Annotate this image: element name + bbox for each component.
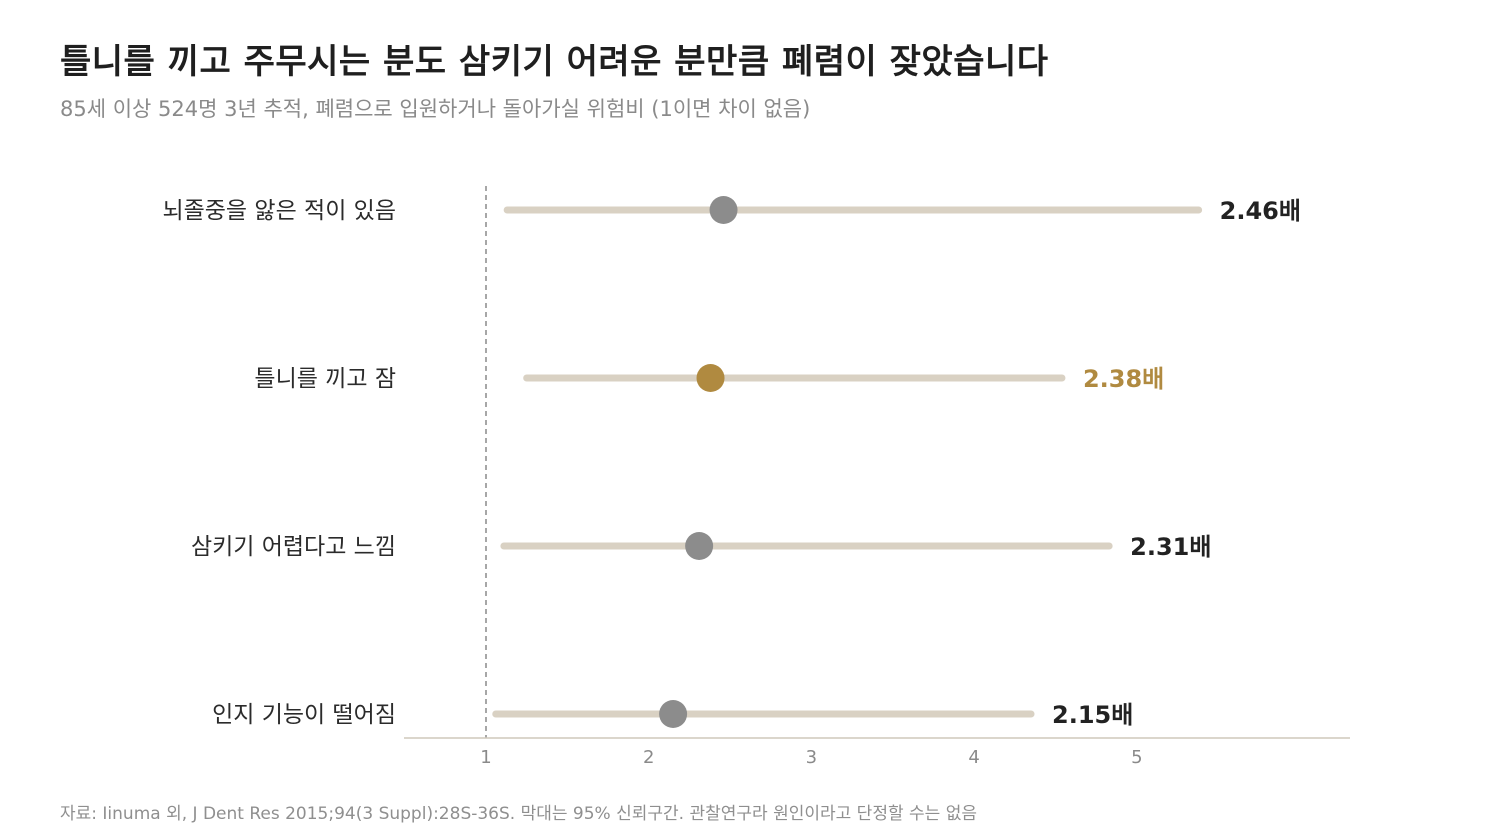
source-footnote: 자료: Iinuma 외, J Dent Res 2015;94(3 Suppl… (60, 804, 977, 824)
value-label: 2.46배 (1220, 197, 1301, 225)
category-label: 뇌졸중을 앓은 적이 있음 (162, 198, 396, 224)
category-label: 틀니를 끼고 잠 (254, 366, 396, 392)
x-tick-label: 5 (1131, 747, 1142, 768)
category-label: 인지 기능이 떨어짐 (212, 702, 396, 728)
value-label: 2.15배 (1052, 701, 1133, 729)
point-estimate (659, 700, 688, 728)
point-estimate (685, 532, 714, 560)
chart-title: 틀니를 끼고 주무시는 분도 삼키기 어려운 분만큼 폐렴이 잦았습니다 (60, 42, 1049, 82)
x-tick-label: 3 (806, 747, 817, 768)
value-label: 2.38배 (1083, 365, 1164, 393)
x-tick-label: 1 (480, 747, 491, 768)
x-tick-label: 2 (643, 747, 654, 768)
chart-subtitle: 85세 이상 524명 3년 추적, 폐렴으로 입원하거나 돌아가실 위험비 (… (60, 97, 811, 121)
value-label: 2.31배 (1130, 533, 1211, 561)
x-tick-label: 4 (968, 747, 979, 768)
point-estimate (709, 196, 738, 224)
point-estimate (696, 364, 725, 392)
category-label: 삼키기 어렵다고 느낌 (191, 534, 396, 560)
